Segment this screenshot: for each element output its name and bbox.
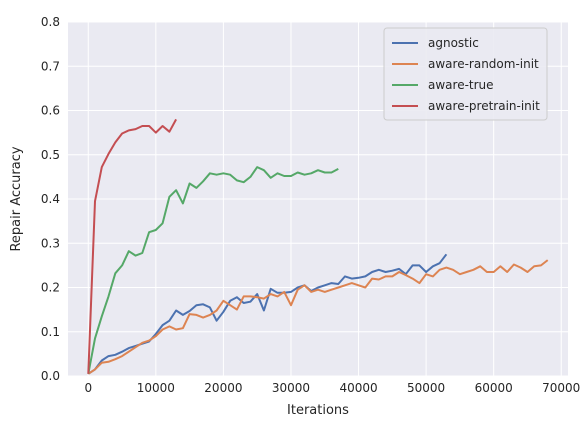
series-layer (87, 118, 549, 375)
series-line-aware-random-init (87, 259, 549, 375)
x-axis-ticks: 0 10000 20000 30000 40000 50000 60000 70000 (84, 381, 580, 395)
x-tick-label: 50000 (407, 381, 445, 395)
y-tick-label: 0.2 (41, 281, 60, 295)
y-tick-label: 0.5 (41, 148, 60, 162)
y-tick-label: 0.0 (41, 369, 60, 383)
y-axis-ticks: 0.0 0.1 0.2 0.3 0.4 0.5 0.6 0.7 0.8 (41, 15, 60, 383)
series-line-aware-true (87, 166, 339, 374)
legend-label: aware-true (428, 78, 494, 92)
legend: agnostic aware-random-init aware-true aware… (383, 27, 548, 121)
x-tick-label: 10000 (137, 381, 175, 395)
y-tick-label: 0.6 (41, 104, 60, 118)
legend-label: aware-random-init (428, 57, 539, 71)
x-tick-label: 20000 (204, 381, 242, 395)
x-axis-label: Iterations (287, 403, 349, 418)
x-tick-label: 40000 (339, 381, 377, 395)
legend-label: agnostic (428, 36, 479, 50)
y-tick-label: 0.3 (41, 236, 60, 250)
x-tick-label: 70000 (542, 381, 580, 395)
legend-label: aware-pretrain-init (428, 99, 540, 113)
series-line-aware-pretrain-init (87, 118, 177, 374)
y-tick-label: 0.7 (41, 59, 60, 73)
y-tick-label: 0.1 (41, 325, 60, 339)
y-tick-label: 0.8 (41, 15, 60, 29)
y-tick-label: 0.4 (41, 192, 60, 206)
x-tick-label: 0 (84, 381, 92, 395)
legend-box (383, 27, 548, 121)
y-axis-label: Repair Accuracy (9, 146, 24, 251)
x-tick-label: 30000 (272, 381, 310, 395)
x-tick-label: 60000 (475, 381, 513, 395)
